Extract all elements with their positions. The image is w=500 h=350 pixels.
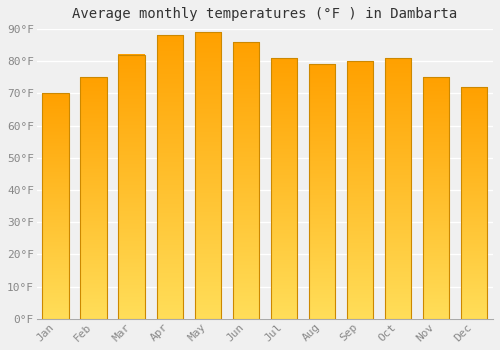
Bar	[422, 77, 450, 319]
Bar	[384, 58, 411, 319]
Bar	[194, 32, 221, 319]
Bar	[80, 77, 107, 319]
Bar	[308, 64, 335, 319]
Bar	[270, 58, 297, 319]
Bar	[346, 61, 374, 319]
Bar	[232, 42, 259, 319]
Bar	[460, 87, 487, 319]
Title: Average monthly temperatures (°F ) in Dambarta: Average monthly temperatures (°F ) in Da…	[72, 7, 458, 21]
Bar	[42, 93, 69, 319]
Bar	[118, 55, 145, 319]
Bar	[156, 35, 183, 319]
